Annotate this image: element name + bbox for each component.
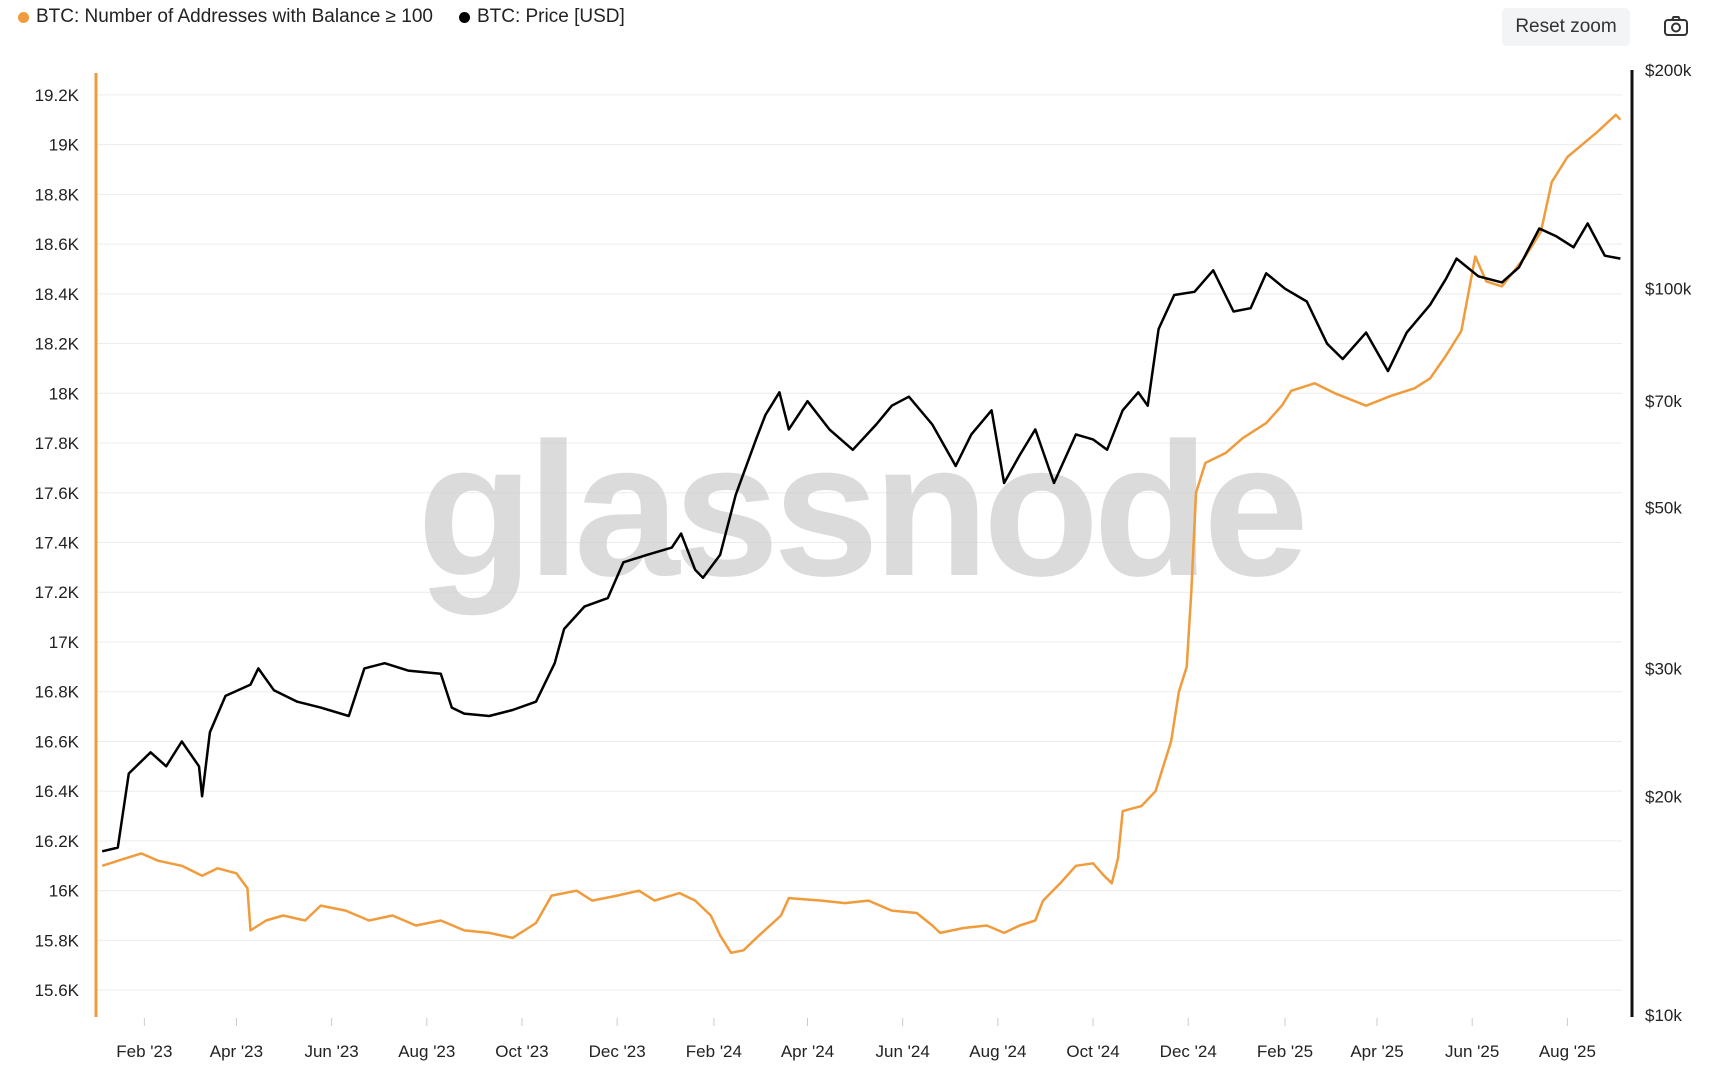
y-axis-left: 15.6K 15.8K 16K 16.2K 16.4K 16.6K 16.8K 17K 17.2… <box>35 73 98 1017</box>
y-left-tick-label: 18.8K <box>35 185 80 204</box>
x-tick-label: Jun '23 <box>304 1042 358 1061</box>
x-tick-label: Apr '24 <box>781 1042 834 1061</box>
watermark: glassnode <box>417 404 1303 616</box>
x-tick-label: Oct '23 <box>495 1042 548 1061</box>
y-right-tick-label: $30k <box>1645 659 1682 678</box>
x-tick-label: Jun '24 <box>876 1042 930 1061</box>
legend-dot-price <box>458 11 470 23</box>
y-left-tick-label: 15.8K <box>35 931 80 950</box>
y-left-tick-label: 17K <box>49 633 80 652</box>
y-right-tick-label: $50k <box>1645 498 1682 517</box>
y-axis-right: $10k $20k $30k $50k $70k $100k $200k <box>1630 61 1692 1025</box>
y-left-tick-label: 16.2K <box>35 832 80 851</box>
x-tick-label: Aug '23 <box>398 1042 455 1061</box>
y-left-tick-label: 18.2K <box>35 335 80 354</box>
camera-icon[interactable] <box>1662 12 1690 40</box>
x-tick-label: Aug '24 <box>969 1042 1026 1061</box>
y-left-tick-label: 15.6K <box>35 981 80 1000</box>
legend-label-price: BTC: Price [USD] <box>476 6 625 27</box>
legend-item-addresses[interactable]: BTC: Number of Addresses with Balance ≥ … <box>18 6 433 28</box>
gridlines <box>96 94 1622 991</box>
y-left-tick-label: 18K <box>49 384 80 403</box>
y-right-tick-label: $100k <box>1645 280 1692 299</box>
legend-dot-addresses <box>18 11 29 23</box>
series-line-addresses <box>101 113 1622 955</box>
x-axis: Feb '23 Apr '23 Jun '23 Aug '23 Oct '23 Dec '… <box>116 1018 1596 1061</box>
x-tick-label: Feb '23 <box>116 1042 172 1061</box>
y-left-tick-label: 17.2K <box>35 583 80 602</box>
y-left-tick-label: 16.6K <box>35 732 80 751</box>
y-right-tick-label: $200k <box>1645 61 1692 80</box>
y-left-tick-label: 16K <box>49 882 80 901</box>
x-tick-label: Dec '24 <box>1160 1042 1217 1061</box>
y-right-tick-label: $70k <box>1645 392 1682 411</box>
y-right-tick-label: $10k <box>1645 1006 1682 1025</box>
y-left-tick-label: 16.8K <box>35 683 80 702</box>
y-left-tick-label: 16.4K <box>35 782 80 801</box>
legend-item-price[interactable]: BTC: Price [USD] <box>458 6 625 28</box>
y-left-tick-label: 18.4K <box>35 285 80 304</box>
y-left-tick-label: 17.6K <box>35 484 80 503</box>
reset-zoom-button[interactable]: Reset zoom <box>1502 8 1630 46</box>
x-tick-label: Feb '24 <box>686 1042 742 1061</box>
legend: BTC: Number of Addresses with Balance ≥ … <box>18 6 625 28</box>
y-right-tick-label: $20k <box>1645 787 1682 806</box>
x-tick-label: Apr '25 <box>1350 1042 1403 1061</box>
y-left-tick-label: 18.6K <box>35 235 80 254</box>
legend-label-addresses: BTC: Number of Addresses with Balance ≥ … <box>36 6 433 27</box>
y-left-tick-label: 17.4K <box>35 534 80 553</box>
x-tick-label: Aug '25 <box>1539 1042 1596 1061</box>
series-line-price <box>101 222 1621 853</box>
y-left-tick-label: 19.2K <box>35 86 80 105</box>
y-left-tick-label: 19K <box>49 136 80 155</box>
x-tick-label: Feb '25 <box>1257 1042 1313 1061</box>
x-tick-label: Oct '24 <box>1066 1042 1119 1061</box>
x-tick-label: Apr '23 <box>210 1042 263 1061</box>
x-tick-label: Jun '25 <box>1445 1042 1499 1061</box>
y-left-tick-label: 17.8K <box>35 434 80 453</box>
series <box>101 113 1622 955</box>
x-tick-label: Dec '23 <box>589 1042 646 1061</box>
